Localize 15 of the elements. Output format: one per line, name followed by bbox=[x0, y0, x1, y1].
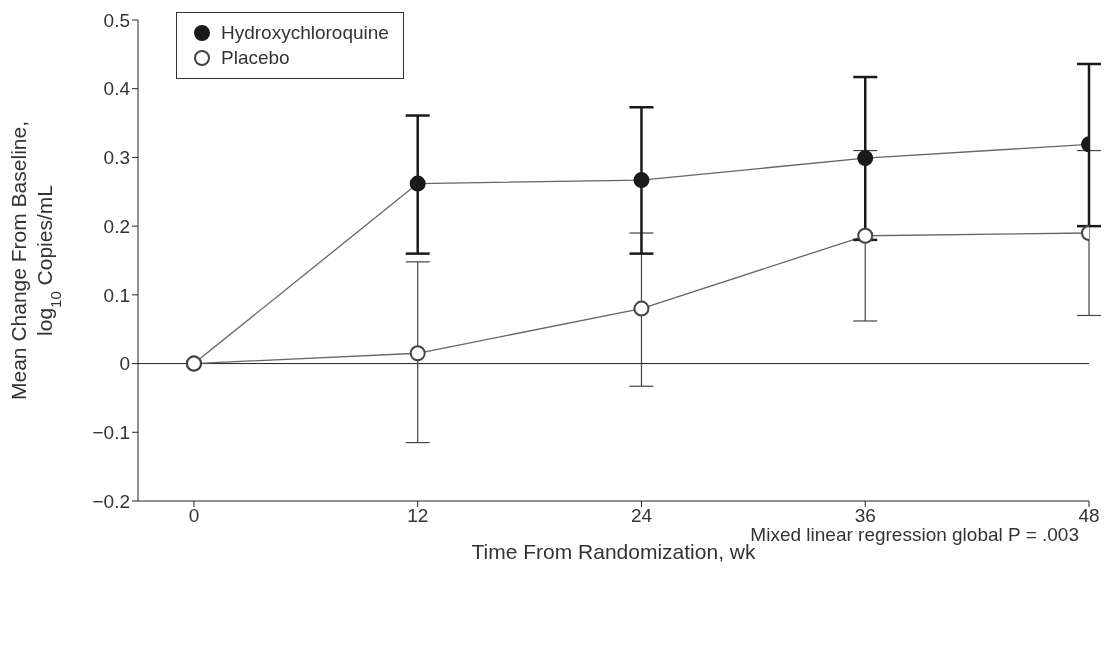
x-tick-label: 12 bbox=[407, 505, 429, 527]
y-tick-label: −0.1 bbox=[92, 422, 130, 444]
y-tick-label: 0.1 bbox=[103, 284, 130, 306]
legend-label: Placebo bbox=[221, 47, 290, 69]
x-tick-label: 36 bbox=[854, 505, 876, 527]
y-tick-label: 0.3 bbox=[103, 147, 130, 169]
y-tick-label: 0.2 bbox=[103, 215, 130, 237]
y-tick-label: 0 bbox=[119, 353, 130, 375]
y-tick-label: 0.4 bbox=[103, 78, 131, 100]
legend-label: Hydroxychloroquine bbox=[221, 22, 389, 44]
x-tick-label: 48 bbox=[1078, 505, 1100, 527]
y-tick-label: −0.2 bbox=[92, 490, 130, 512]
x-tick-label: 24 bbox=[630, 505, 653, 527]
y-tick-label: 0.5 bbox=[103, 9, 130, 31]
x-tick-label: 0 bbox=[188, 505, 200, 527]
